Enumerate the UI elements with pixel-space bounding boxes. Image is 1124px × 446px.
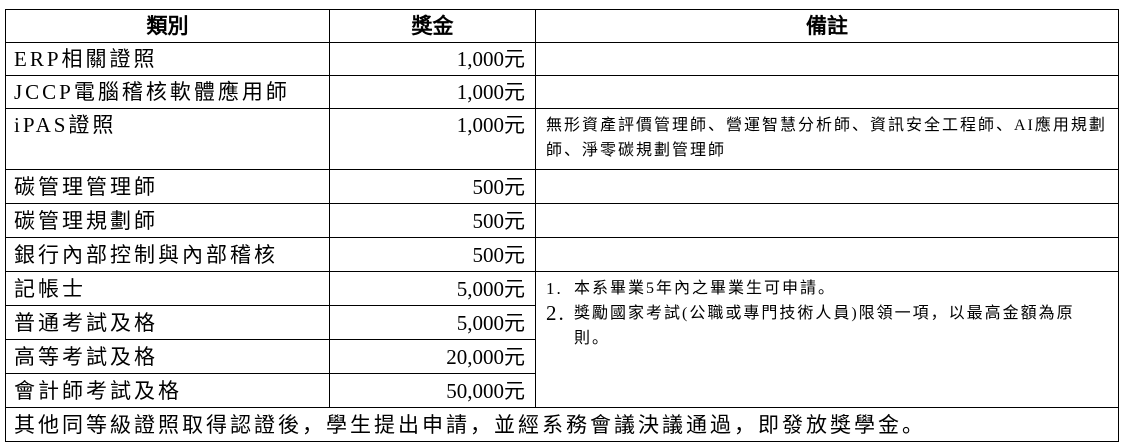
note-cell (535, 203, 1119, 238)
note-item: 1. 本系畢業5年內之畢業生可申請。 (546, 279, 837, 298)
category-cell: iPAS證照 (5, 108, 330, 170)
amount-cell: 20,000元 (329, 339, 536, 374)
amount-cell: 1,000元 (329, 75, 536, 109)
category-cell: 銀行內部控制與內部稽核 (5, 237, 330, 272)
note-cell (535, 42, 1119, 76)
amount-cell: 500元 (329, 237, 536, 272)
footer-row: 其他同等級證照取得認證後，學生提出申請，並經系務會議決議通過，即發放獎學金。 (5, 407, 1119, 442)
table-row: iPAS證照 1,000元 無形資產評價管理師、營運智慧分析師、資訊安全工程師、… (5, 108, 1119, 170)
category-cell: 會計師考試及格 (5, 373, 330, 408)
table-row: 碳管理管理師 500元 (5, 169, 1119, 204)
table-row: 記帳士 5,000元 1. 本系畢業5年內之畢業生可申請。 2. 獎勵國家考試(… (5, 271, 1119, 408)
category-cell: ERP相關證照 (5, 42, 330, 76)
note-cell (535, 237, 1119, 272)
amount-cell: 500元 (329, 169, 536, 204)
header-row: 類別 獎金 備註 (5, 9, 1119, 43)
category-cell: 碳管理規劃師 (5, 203, 330, 238)
scholarship-table: 類別 獎金 備註 ERP相關證照 1,000元 JCCP電腦稽核軟體應用師 1,… (5, 9, 1119, 442)
table-row: 普通考試及格 5,000元 (5, 305, 1119, 340)
category-cell: 記帳士 (5, 271, 330, 306)
table-row: ERP相關證照 1,000元 (5, 42, 1119, 76)
amount-cell: 5,000元 (329, 305, 536, 340)
note-cell: 無形資產評價管理師、營運智慧分析師、資訊安全工程師、AI應用規劃師、淨零碳規劃管… (535, 108, 1119, 170)
note-cell (535, 75, 1119, 109)
exam-notes-cell: 1. 本系畢業5年內之畢業生可申請。 2. 獎勵國家考試(公職或專門技術人員)限… (535, 271, 1119, 408)
header-amount: 獎金 (329, 9, 536, 43)
note-cell (535, 169, 1119, 204)
category-cell: 高等考試及格 (5, 339, 330, 374)
header-note: 備註 (535, 9, 1119, 43)
amount-cell: 1,000元 (329, 42, 536, 76)
note-item: 2. 獎勵國家考試(公職或專門技術人員)限領一項，以最高金額為原則。 (546, 301, 1075, 347)
amount-cell: 500元 (329, 203, 536, 238)
amount-cell: 50,000元 (329, 373, 536, 408)
header-category: 類別 (5, 9, 330, 43)
table-row: 碳管理規劃師 500元 (5, 203, 1119, 238)
category-cell: 普通考試及格 (5, 305, 330, 340)
table-row: JCCP電腦稽核軟體應用師 1,000元 (5, 75, 1119, 109)
footer-note: 其他同等級證照取得認證後，學生提出申請，並經系務會議決議通過，即發放獎學金。 (5, 407, 1119, 442)
amount-cell: 5,000元 (329, 271, 536, 306)
table-row: 銀行內部控制與內部稽核 500元 (5, 237, 1119, 272)
amount-cell: 1,000元 (329, 108, 536, 170)
category-cell: 碳管理管理師 (5, 169, 330, 204)
category-cell: JCCP電腦稽核軟體應用師 (5, 75, 330, 109)
